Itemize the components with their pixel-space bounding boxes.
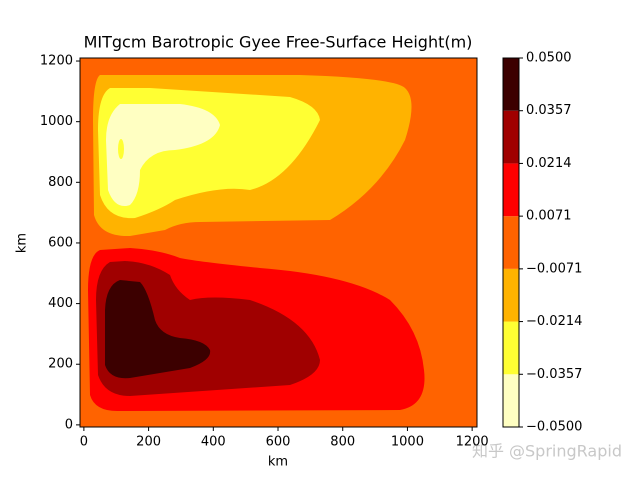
x-tick-label: 1200 (456, 435, 489, 450)
y-tick-label: 200 (48, 357, 73, 372)
colorbar-tick-label: 0.0357 (526, 103, 572, 118)
colorbar-frame (502, 57, 520, 428)
chart-title: MITgcm Barotropic Gyee Free-Surface Heig… (84, 33, 473, 52)
x-tick-label: 800 (330, 435, 355, 450)
colorbar-segment (503, 163, 519, 217)
colorbar-segment (503, 374, 519, 427)
y-tick-label: 600 (48, 235, 73, 250)
watermark: 知乎 @SpringRapid (472, 442, 622, 461)
colorbar-segment (503, 58, 519, 111)
x-axis-label: km (268, 455, 288, 470)
x-tick-label: 0 (80, 435, 88, 450)
x-tick-label: 600 (266, 435, 291, 450)
y-tick-label: 0 (65, 417, 73, 432)
colorbar-segment (503, 321, 519, 375)
y-tick-label: 1200 (40, 54, 73, 69)
colorbar-tick-label: −0.0214 (526, 314, 582, 329)
contour-region (118, 139, 124, 159)
colorbar-segment (503, 216, 519, 269)
colorbar-tick-label: −0.0500 (526, 420, 582, 435)
colorbar-tick-label: 0.0071 (526, 209, 572, 224)
x-tick-label: 1000 (391, 435, 424, 450)
x-tick-label: 200 (136, 435, 161, 450)
contour-region (105, 280, 211, 379)
colorbar-segment (503, 110, 519, 164)
colorbar-segment (503, 268, 519, 322)
colorbar-tick-label: 0.0214 (526, 156, 572, 171)
y-axis-label: km (15, 233, 30, 253)
contour-region (106, 104, 220, 206)
colorbar-tick-label: −0.0071 (526, 261, 582, 276)
colorbar-tick-label: −0.0357 (526, 367, 582, 382)
colorbar-tick-label: 0.0500 (526, 51, 572, 66)
x-tick-label: 400 (201, 435, 226, 450)
y-tick-label: 800 (48, 175, 73, 190)
y-tick-label: 400 (48, 296, 73, 311)
contour-regions (80, 58, 477, 427)
y-tick-label: 1000 (40, 114, 73, 129)
